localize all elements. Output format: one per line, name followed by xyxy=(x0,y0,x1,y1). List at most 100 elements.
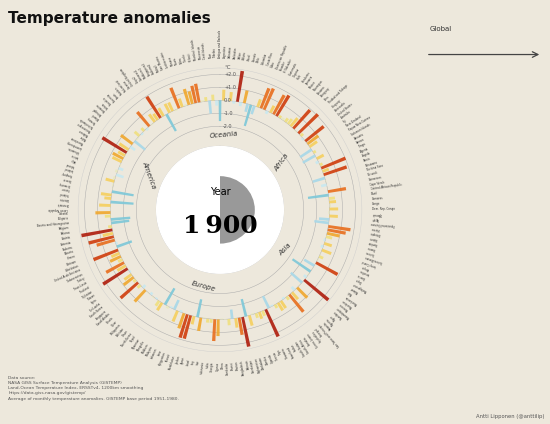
Text: Guinea: Guinea xyxy=(365,250,376,256)
Text: South Sudan: South Sudan xyxy=(294,340,306,357)
Bar xyxy=(328,225,351,232)
Bar xyxy=(117,265,126,272)
Text: Uzbekistan: Uzbekistan xyxy=(64,264,80,273)
Bar xyxy=(263,88,275,110)
Bar xyxy=(184,104,187,106)
Text: Panama: Panama xyxy=(316,84,326,95)
Text: New Zealand: New Zealand xyxy=(345,115,362,128)
Bar xyxy=(308,194,329,199)
Text: United States: United States xyxy=(337,102,354,116)
Bar xyxy=(201,100,204,102)
Text: South Korea: South Korea xyxy=(90,305,104,319)
Bar xyxy=(112,190,134,196)
Bar xyxy=(238,318,244,335)
Bar xyxy=(236,71,244,102)
Text: Dem. Rep. Congo: Dem. Rep. Congo xyxy=(372,206,395,211)
Bar xyxy=(261,310,266,316)
Text: Philippines: Philippines xyxy=(109,323,122,336)
Text: Gabon: Gabon xyxy=(369,236,378,241)
Text: Bosnia and Herzegovina: Bosnia and Herzegovina xyxy=(36,221,69,228)
Bar xyxy=(136,284,141,289)
Bar xyxy=(323,165,347,176)
Bar xyxy=(287,118,293,125)
Bar xyxy=(329,215,338,218)
Text: Year: Year xyxy=(210,187,230,197)
Bar xyxy=(282,296,285,300)
Text: Madagascar: Madagascar xyxy=(352,281,368,292)
Text: Jordan: Jordan xyxy=(175,356,182,365)
Bar xyxy=(155,297,158,300)
Bar xyxy=(329,200,336,204)
Bar xyxy=(280,300,287,309)
Bar xyxy=(278,115,282,119)
Text: Bolivia: Bolivia xyxy=(242,51,248,60)
Bar xyxy=(124,273,133,281)
Bar xyxy=(112,152,124,160)
Bar xyxy=(285,296,290,301)
Text: India: India xyxy=(205,361,210,368)
Text: Kenya: Kenya xyxy=(360,264,370,270)
Bar xyxy=(208,101,212,114)
Text: Palau: Palau xyxy=(178,56,184,64)
Text: Laos: Laos xyxy=(157,349,163,356)
Text: Sweden: Sweden xyxy=(114,85,124,95)
Text: Luxembourg: Luxembourg xyxy=(66,139,82,150)
Bar xyxy=(322,168,329,173)
Bar xyxy=(277,302,284,311)
Text: Oman: Oman xyxy=(122,329,129,338)
Bar xyxy=(183,89,190,105)
Bar xyxy=(118,167,124,171)
Text: Qatar: Qatar xyxy=(110,320,118,328)
Bar xyxy=(99,204,111,207)
Bar xyxy=(119,142,129,151)
Bar xyxy=(221,318,223,319)
Text: Bahamas: Bahamas xyxy=(228,46,233,59)
Text: Pakistan: Pakistan xyxy=(116,326,125,337)
Bar xyxy=(248,315,254,326)
Text: Brazil: Brazil xyxy=(247,53,252,61)
Text: Singapore2: Singapore2 xyxy=(141,61,152,76)
Text: Gambia: Gambia xyxy=(368,240,378,246)
Text: Azerbaijan: Azerbaijan xyxy=(249,358,256,373)
Bar xyxy=(116,173,124,179)
Text: Burundi: Burundi xyxy=(367,171,378,177)
Text: Mexico: Mexico xyxy=(309,79,317,89)
Bar xyxy=(177,313,185,329)
Text: Marshall Islands: Marshall Islands xyxy=(190,39,198,60)
Bar xyxy=(292,258,311,273)
Bar xyxy=(274,304,278,309)
Text: Cook Islands: Cook Islands xyxy=(202,42,207,59)
Bar xyxy=(203,317,206,318)
Text: Ghana: Ghana xyxy=(367,245,376,251)
Text: Tokelau: Tokelau xyxy=(213,48,217,58)
Text: Denmark: Denmark xyxy=(56,201,68,206)
Text: Uruguay: Uruguay xyxy=(331,98,342,109)
Bar xyxy=(134,289,146,303)
Text: Morocco: Morocco xyxy=(338,301,350,312)
Text: Botswana: Botswana xyxy=(365,160,378,167)
Text: Mauritius: Mauritius xyxy=(342,298,354,308)
Bar xyxy=(145,96,162,119)
Text: Tunisia: Tunisia xyxy=(273,351,279,361)
Bar xyxy=(321,184,327,187)
Text: Netherlands: Netherlands xyxy=(79,116,95,128)
Text: Benin: Benin xyxy=(363,157,372,163)
Text: Bhutan: Bhutan xyxy=(235,360,240,371)
Bar xyxy=(281,117,285,121)
Bar xyxy=(239,102,242,106)
Text: Zambia: Zambia xyxy=(263,354,270,365)
Bar xyxy=(215,100,218,106)
Bar xyxy=(327,187,328,190)
Bar xyxy=(111,220,129,224)
Bar xyxy=(265,309,280,337)
Text: France: France xyxy=(60,186,70,191)
Text: Moldova: Moldova xyxy=(78,128,89,137)
Bar xyxy=(319,218,329,221)
Text: Dominican Republic: Dominican Republic xyxy=(275,44,288,70)
Bar xyxy=(315,161,319,165)
Text: Kuwait: Kuwait xyxy=(166,352,172,362)
Bar xyxy=(112,187,113,190)
Text: Zimbabwe: Zimbabwe xyxy=(258,356,266,370)
Text: Jamaica: Jamaica xyxy=(305,75,314,86)
Bar xyxy=(140,127,145,132)
